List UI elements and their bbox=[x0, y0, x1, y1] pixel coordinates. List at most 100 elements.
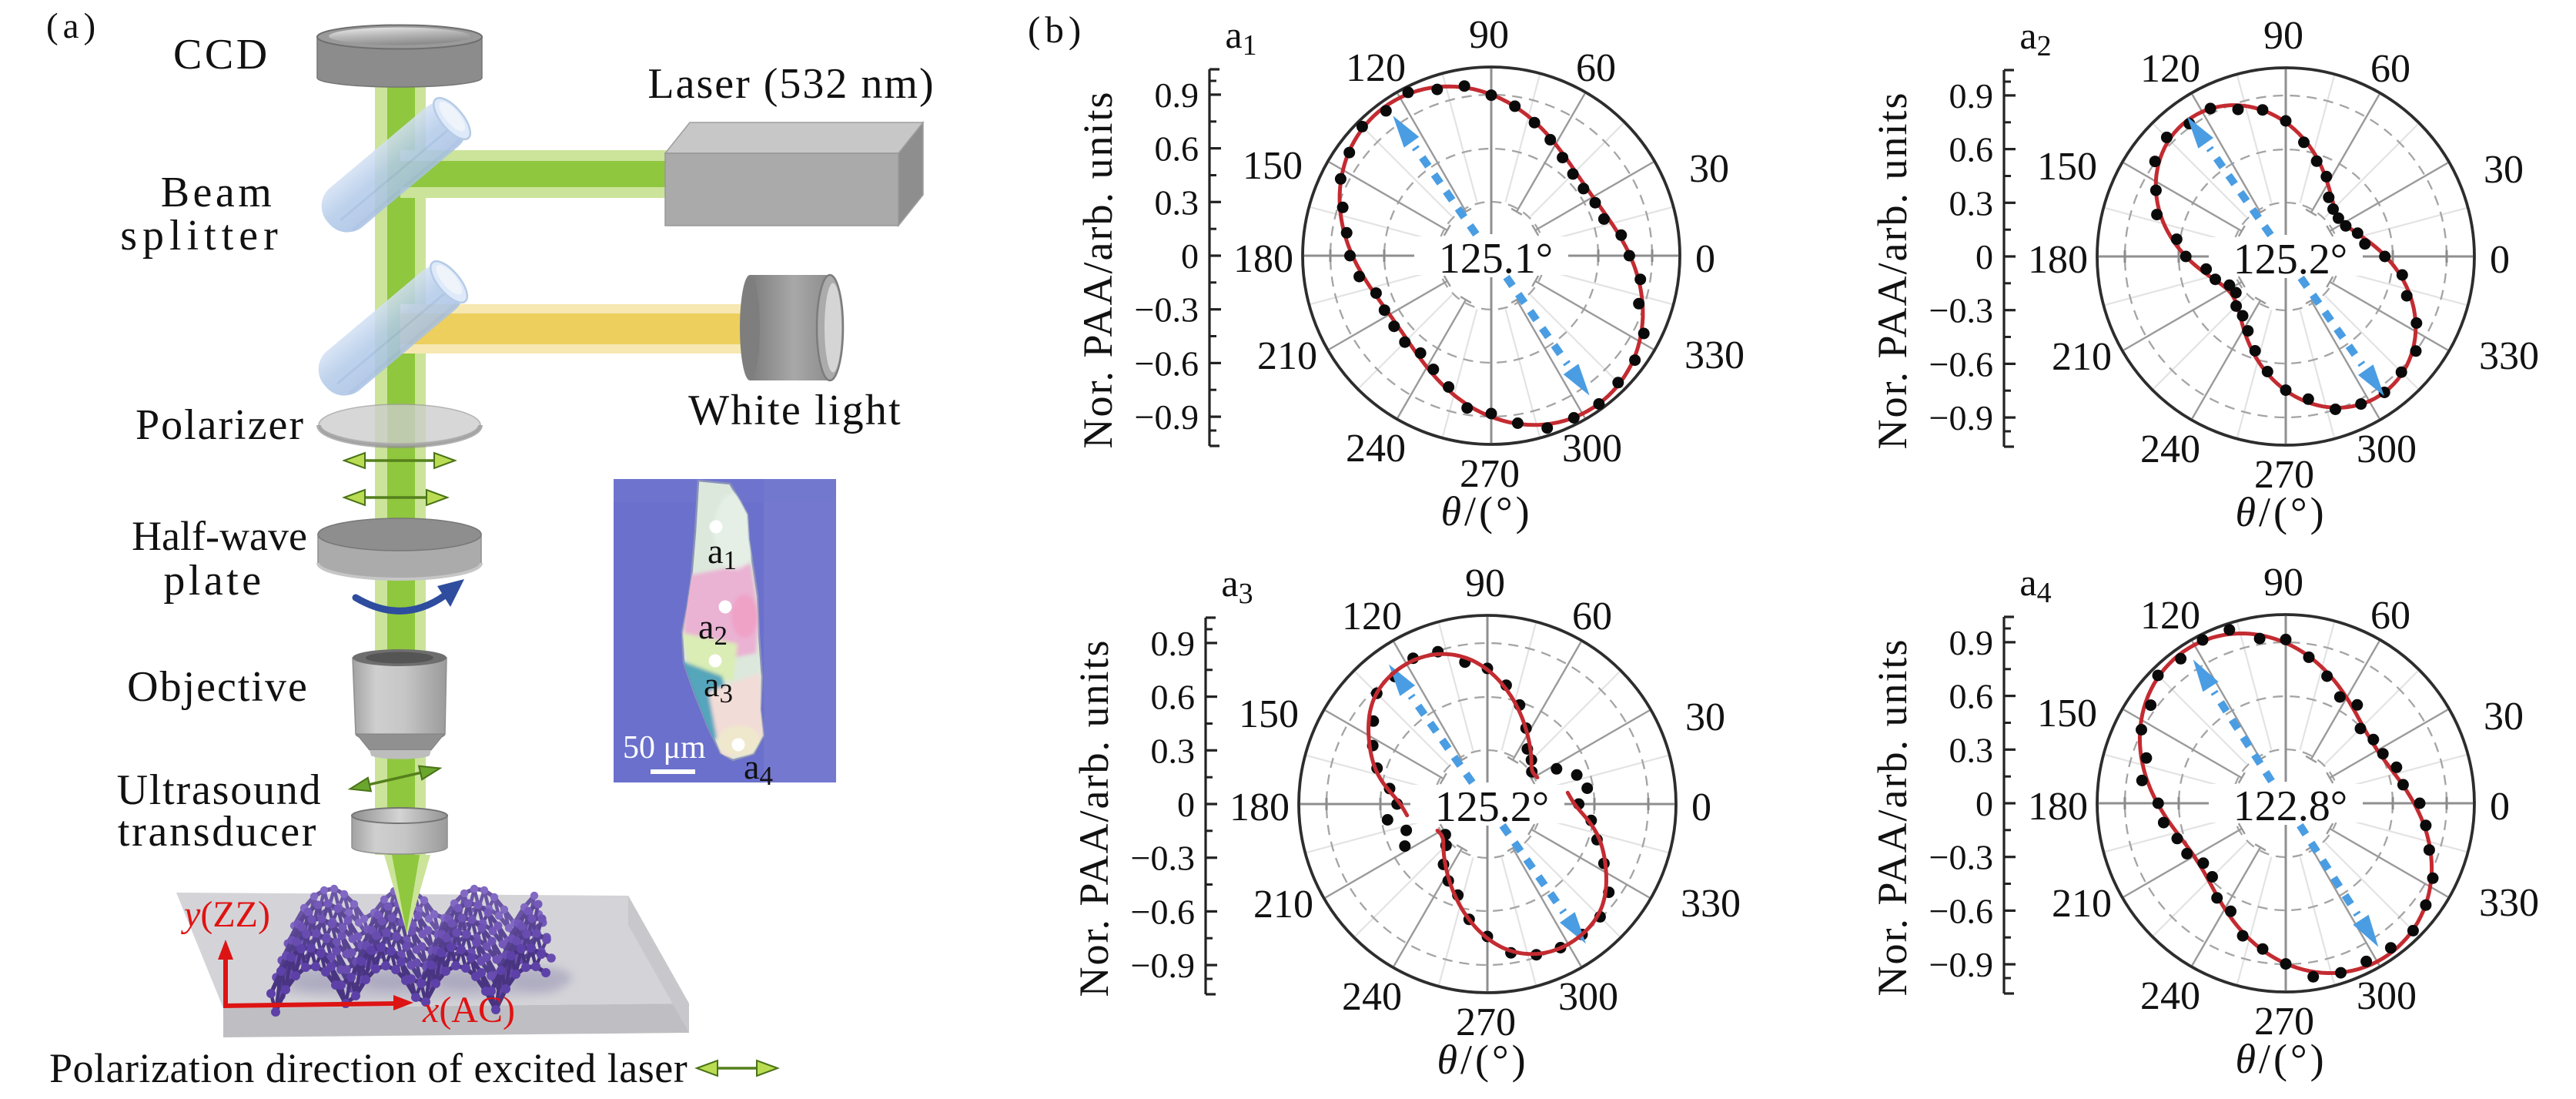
svg-text:0.6: 0.6 bbox=[1949, 130, 1994, 169]
svg-text:90: 90 bbox=[1465, 561, 1505, 605]
svg-text:240: 240 bbox=[1342, 975, 1402, 1019]
svg-text:Polarizer: Polarizer bbox=[135, 401, 305, 449]
svg-text:θ/(°): θ/(°) bbox=[2235, 489, 2327, 535]
svg-text:0.3: 0.3 bbox=[1949, 183, 1994, 223]
svg-text:120: 120 bbox=[2140, 594, 2200, 638]
svg-text:0.6: 0.6 bbox=[1949, 677, 1994, 716]
svg-text:270: 270 bbox=[2254, 1000, 2314, 1044]
svg-text:60: 60 bbox=[1576, 46, 1616, 90]
svg-text:0.3: 0.3 bbox=[1155, 183, 1199, 222]
svg-text:330: 330 bbox=[1681, 882, 1741, 926]
svg-text:θ/(°): θ/(°) bbox=[1437, 1037, 1528, 1083]
svg-text:270: 270 bbox=[2254, 453, 2314, 497]
svg-text:240: 240 bbox=[1346, 427, 1406, 471]
svg-text:122.8°: 122.8° bbox=[2233, 782, 2347, 830]
svg-text:−0.9: −0.9 bbox=[1929, 398, 1993, 437]
svg-text:330: 330 bbox=[2479, 334, 2539, 378]
svg-text:−0.3: −0.3 bbox=[1929, 291, 1993, 330]
svg-text:Nor. PAA/arb. units: Nor. PAA/arb. units bbox=[1071, 638, 1117, 997]
svg-text:240: 240 bbox=[2140, 427, 2200, 471]
svg-text:180: 180 bbox=[1233, 237, 1293, 281]
svg-text:0.9: 0.9 bbox=[1155, 75, 1199, 115]
svg-text:60: 60 bbox=[2370, 47, 2410, 91]
svg-text:0.9: 0.9 bbox=[1949, 623, 1994, 662]
svg-text:0.3: 0.3 bbox=[1151, 731, 1196, 770]
svg-text:0: 0 bbox=[1695, 237, 1715, 281]
svg-text:0.3: 0.3 bbox=[1949, 730, 1994, 769]
svg-text:210: 210 bbox=[1253, 883, 1313, 926]
svg-text:splitter: splitter bbox=[120, 212, 283, 260]
svg-text:y(ZZ): y(ZZ) bbox=[180, 894, 270, 935]
svg-text:180: 180 bbox=[2028, 238, 2088, 282]
svg-text:90: 90 bbox=[2263, 561, 2303, 605]
svg-text:Nor. PAA/arb. units: Nor. PAA/arb. units bbox=[1869, 91, 1915, 449]
svg-text:x(AC): x(AC) bbox=[422, 990, 515, 1030]
svg-text:transducer: transducer bbox=[118, 808, 318, 856]
svg-text:Beam: Beam bbox=[161, 169, 276, 216]
svg-text:90: 90 bbox=[1469, 13, 1509, 57]
svg-text:300: 300 bbox=[2357, 427, 2417, 471]
svg-text:150: 150 bbox=[2037, 145, 2097, 189]
svg-text:270: 270 bbox=[1460, 452, 1520, 496]
svg-text:0: 0 bbox=[2490, 238, 2510, 282]
svg-text:210: 210 bbox=[1257, 334, 1317, 378]
svg-text:60: 60 bbox=[1572, 595, 1612, 638]
svg-text:0: 0 bbox=[1691, 786, 1711, 829]
svg-text:90: 90 bbox=[2263, 14, 2303, 58]
svg-text:Objective: Objective bbox=[127, 663, 309, 711]
svg-text:240: 240 bbox=[2140, 974, 2200, 1018]
svg-text:0.6: 0.6 bbox=[1151, 678, 1196, 717]
svg-text:Polarization direction of exci: Polarization direction of excited laser bbox=[49, 1045, 687, 1091]
svg-text:330: 330 bbox=[2479, 881, 2539, 925]
svg-text:180: 180 bbox=[1229, 786, 1290, 829]
svg-text:210: 210 bbox=[2052, 882, 2112, 926]
svg-text:30: 30 bbox=[1689, 147, 1729, 191]
svg-text:120: 120 bbox=[2140, 47, 2200, 91]
svg-text:(a): (a) bbox=[46, 6, 100, 46]
svg-text:0: 0 bbox=[1181, 236, 1199, 276]
svg-text:White light: White light bbox=[688, 387, 902, 434]
svg-text:125.2°: 125.2° bbox=[2233, 236, 2347, 283]
svg-text:−0.9: −0.9 bbox=[1131, 946, 1195, 985]
svg-text:50 μm: 50 μm bbox=[623, 730, 706, 766]
svg-text:−0.3: −0.3 bbox=[1135, 290, 1199, 330]
svg-text:330: 330 bbox=[1684, 333, 1745, 377]
svg-text:θ/(°): θ/(°) bbox=[2235, 1036, 2327, 1082]
svg-text:a2: a2 bbox=[2019, 14, 2051, 62]
svg-text:a3: a3 bbox=[1221, 561, 1253, 610]
svg-text:300: 300 bbox=[2357, 974, 2417, 1018]
svg-text:210: 210 bbox=[2052, 335, 2112, 379]
svg-text:0.9: 0.9 bbox=[1949, 76, 1994, 116]
svg-text:−0.9: −0.9 bbox=[1929, 945, 1993, 984]
svg-text:150: 150 bbox=[1239, 692, 1299, 736]
svg-text:300: 300 bbox=[1562, 427, 1622, 471]
svg-text:150: 150 bbox=[1243, 144, 1303, 188]
svg-text:270: 270 bbox=[1456, 1000, 1516, 1044]
svg-text:Nor. PAA/arb. units: Nor. PAA/arb. units bbox=[1869, 638, 1915, 996]
svg-text:150: 150 bbox=[2037, 692, 2097, 735]
svg-text:−0.6: −0.6 bbox=[1135, 343, 1199, 383]
svg-text:125.1°: 125.1° bbox=[1439, 235, 1553, 283]
svg-text:CCD: CCD bbox=[173, 31, 270, 79]
svg-text:θ/(°): θ/(°) bbox=[1440, 488, 1532, 534]
svg-text:(b): (b) bbox=[1028, 8, 1086, 51]
svg-text:180: 180 bbox=[2028, 785, 2088, 829]
svg-text:Laser (532 nm): Laser (532 nm) bbox=[647, 60, 935, 108]
svg-text:120: 120 bbox=[1342, 595, 1402, 638]
svg-text:−0.6: −0.6 bbox=[1929, 344, 1993, 384]
svg-text:−0.6: −0.6 bbox=[1929, 891, 1993, 930]
svg-text:0.9: 0.9 bbox=[1151, 624, 1196, 663]
svg-text:−0.6: −0.6 bbox=[1131, 892, 1195, 931]
svg-text:0: 0 bbox=[2490, 785, 2510, 829]
svg-text:0: 0 bbox=[1975, 784, 1993, 823]
svg-text:Ultrasound: Ultrasound bbox=[117, 766, 323, 814]
svg-text:plate: plate bbox=[163, 557, 264, 605]
svg-text:−0.3: −0.3 bbox=[1131, 839, 1195, 878]
svg-text:Half-wave: Half-wave bbox=[132, 513, 307, 559]
svg-text:0.6: 0.6 bbox=[1155, 129, 1199, 169]
svg-text:Nor. PAA/arb. units: Nor. PAA/arb. units bbox=[1075, 90, 1121, 448]
svg-text:0: 0 bbox=[1177, 785, 1195, 824]
svg-text:0: 0 bbox=[1975, 237, 1993, 276]
svg-text:300: 300 bbox=[1558, 975, 1618, 1019]
svg-text:30: 30 bbox=[2484, 148, 2524, 192]
